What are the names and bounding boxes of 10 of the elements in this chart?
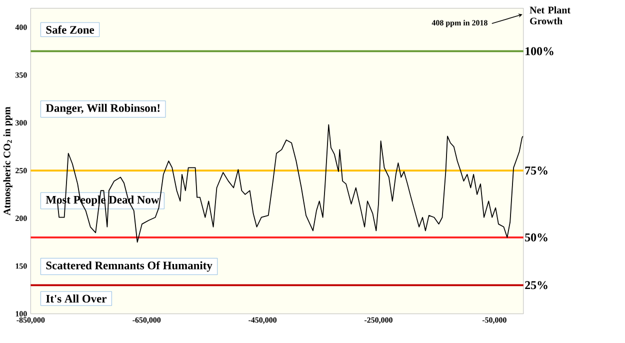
annotation: Scattered Remnants Of Humanity (46, 260, 212, 272)
annotation: It's All Over (46, 294, 106, 302)
annotation: Safe Zone (46, 25, 94, 34)
text: 100% (526, 46, 554, 56)
text: 50% (525, 233, 548, 242)
text: 25% (525, 280, 548, 290)
text: 75% (525, 166, 548, 174)
y-axis-title: Atmospheric CO$_{2}$ in ppm (3, 106, 12, 216)
annotation: Danger, Will Robinson! (46, 104, 160, 114)
text: Net Plant Growth (530, 6, 570, 24)
